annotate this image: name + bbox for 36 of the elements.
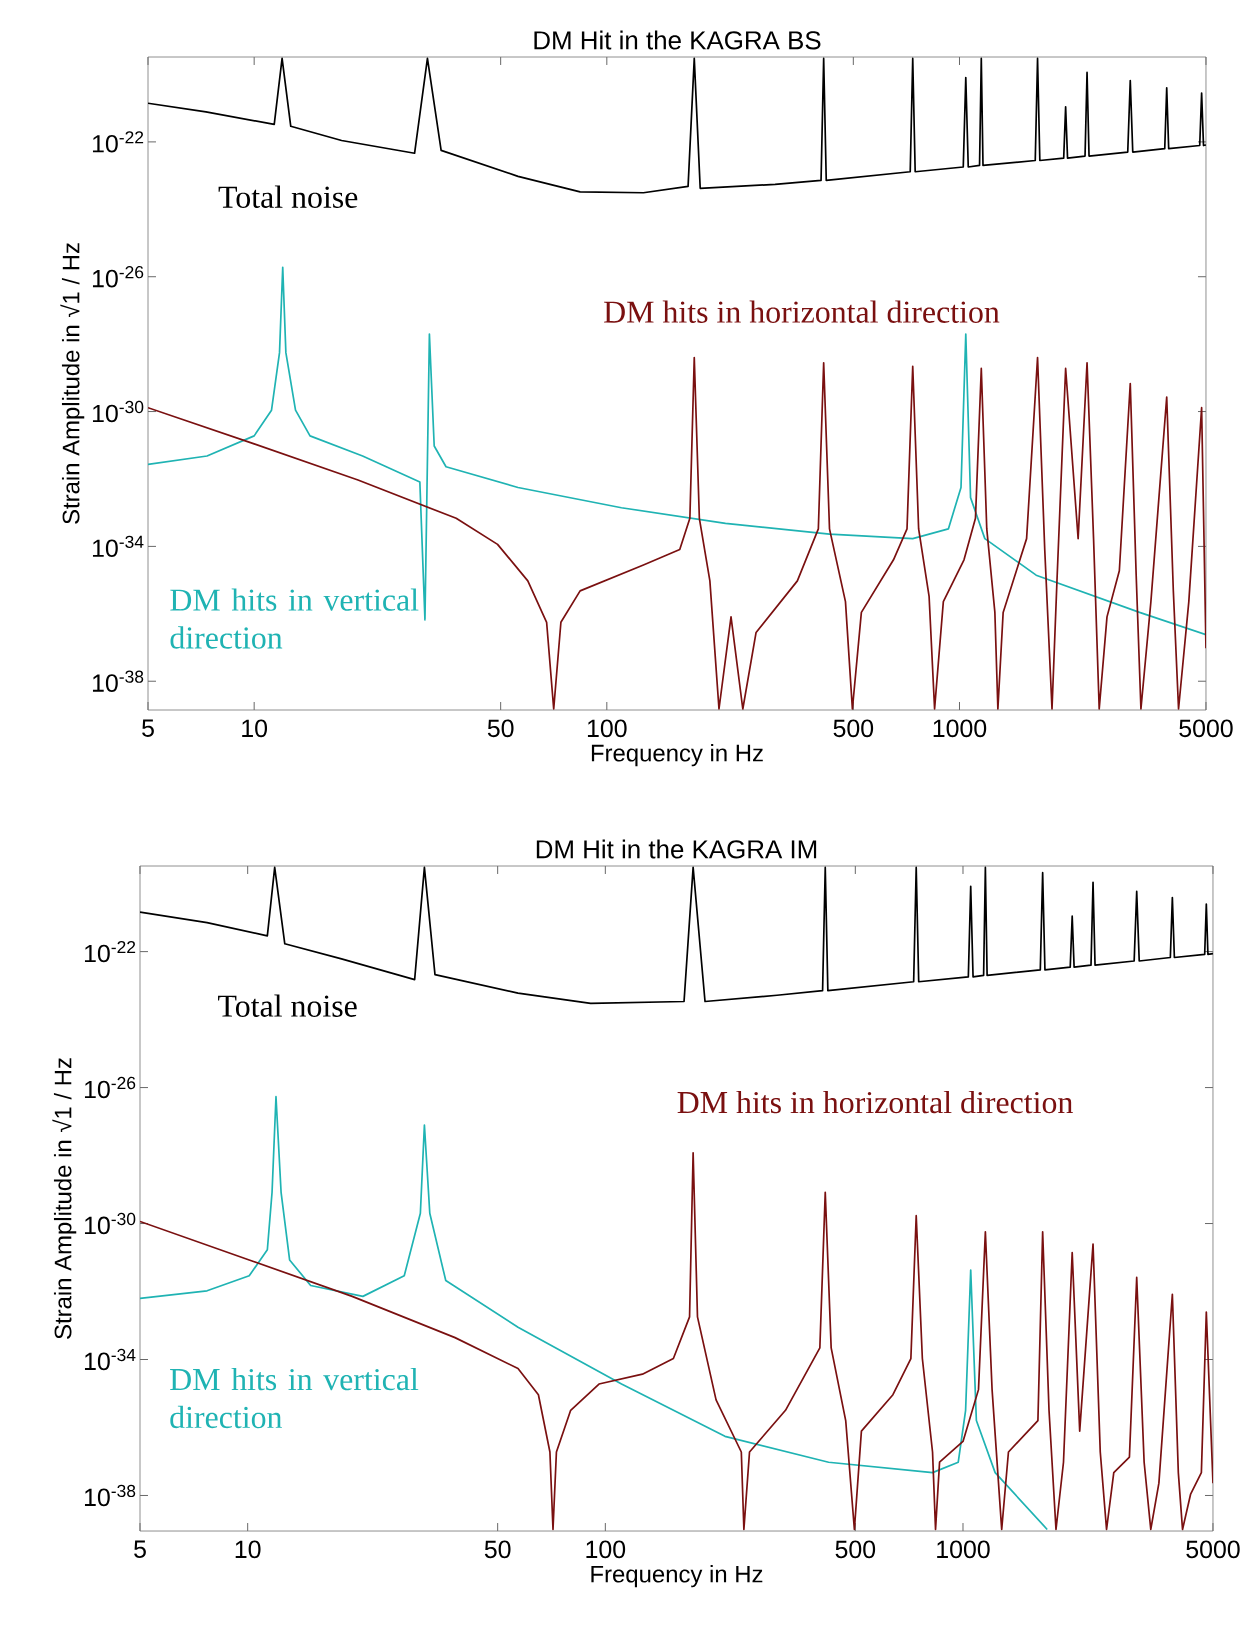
chart-title: DM Hit in the KAGRA BS bbox=[534, 30, 821, 50]
series-label: DM hits in vertical direction bbox=[170, 588, 419, 649]
x-tick-label: 5000 bbox=[1186, 1540, 1240, 1559]
x-axis-title: Frequency in Hz bbox=[591, 1565, 763, 1588]
text: DM hits in vertical direction bbox=[170, 1367, 419, 1429]
series-label: DM hits in horizontal direction bbox=[677, 1090, 1073, 1114]
y-axis-title: Strain Amplitude in √1 / Hz bbox=[52, 1058, 77, 1339]
y-tick-label: 10$^{-30}$ bbox=[92, 400, 144, 423]
x-tick-label: 50 bbox=[487, 719, 514, 738]
x-tick-label: 5 bbox=[142, 719, 154, 737]
y-tick-label: 10$^{-22}$ bbox=[92, 131, 144, 153]
y-axis-title: Strain Amplitude in √1 / Hz bbox=[60, 243, 85, 524]
y-tick-label: 10$^{-34}$ bbox=[92, 535, 144, 558]
y-tick-label: 10$^{-38}$ bbox=[92, 670, 144, 692]
x-tick-label: 1000 bbox=[937, 1540, 990, 1559]
x-tick-label: 5 bbox=[134, 1540, 146, 1558]
y-tick-label: 10$^{-38}$ bbox=[84, 1484, 136, 1507]
x-tick-label: 500 bbox=[833, 719, 874, 738]
y-tick-label: 10$^{-30}$ bbox=[84, 1212, 136, 1235]
y-tick-label: 10$^{-26}$ bbox=[92, 266, 144, 288]
x-tick-label: 100 bbox=[587, 719, 627, 738]
x-tick-label: 50 bbox=[484, 1540, 511, 1559]
x-tick-label: 1000 bbox=[933, 719, 987, 738]
y-tick-label: 10$^{-26}$ bbox=[84, 1076, 136, 1099]
chart-title: DM Hit in the KAGRA IM bbox=[536, 839, 817, 859]
series-label: Total noise bbox=[218, 185, 358, 208]
y-tick-label: 10$^{-34}$ bbox=[84, 1348, 136, 1371]
x-axis-title: Frequency in Hz bbox=[591, 744, 763, 767]
x-tick-label: 5000 bbox=[1179, 719, 1233, 738]
x-tick-label: 100 bbox=[586, 1540, 626, 1559]
series-label: DM hits in horizontal direction bbox=[604, 300, 1000, 323]
x-tick-label: 500 bbox=[835, 1540, 876, 1559]
y-tick-label: 10$^{-22}$ bbox=[84, 940, 136, 963]
x-tick-label: 10 bbox=[235, 1540, 261, 1559]
x-tick-label: 10 bbox=[242, 719, 268, 738]
series-label: Total noise bbox=[218, 994, 357, 1017]
